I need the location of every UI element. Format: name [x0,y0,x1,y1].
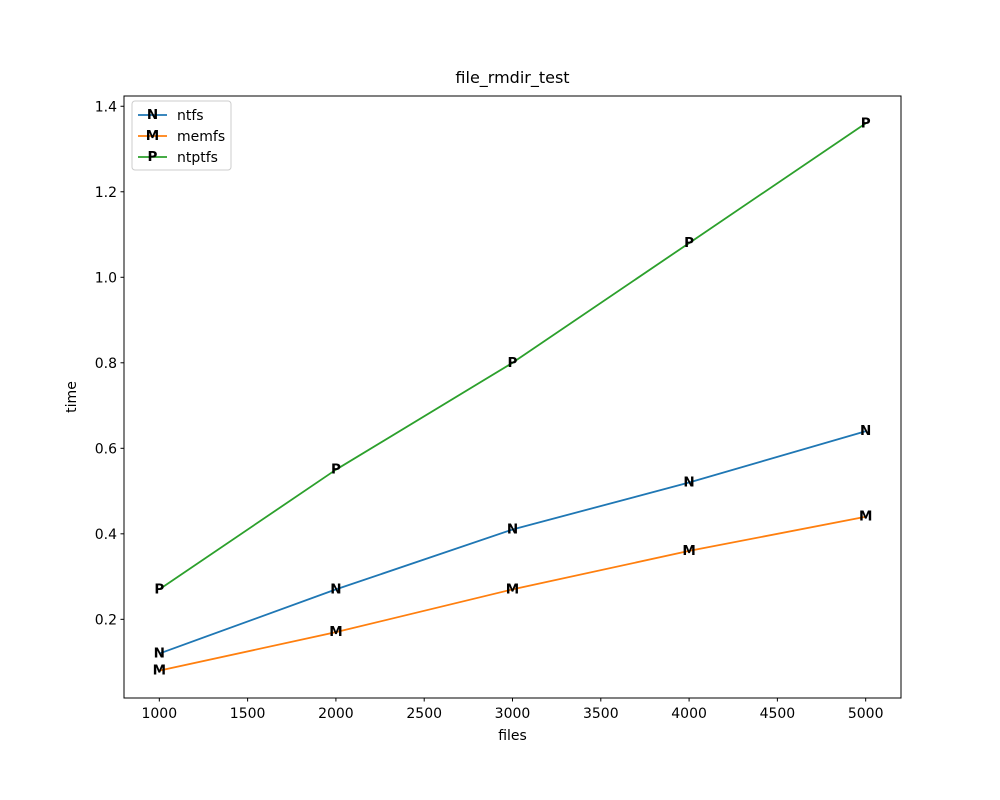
legend-marker-ntfs: N [147,107,158,123]
marker-ntfs-3000: N [507,522,518,538]
y-axis-label: time [64,381,80,413]
y-tick-label: 0.2 [95,612,117,628]
legend-box [131,100,232,171]
x-tick-label: 2000 [318,706,354,722]
series-line-ntfs [159,430,866,655]
x-tick-label: 3000 [495,706,531,722]
legend-label-ntptfs: ntptfs [177,150,218,166]
y-tick-label: 0.4 [95,527,117,543]
legend-marker-memfs: M [146,128,159,144]
marker-ntptfs-1000: P [154,581,164,597]
marker-ntfs-5000: N [860,423,871,439]
marker-ntfs-1000: N [154,646,165,662]
marker-ntptfs-2000: P [331,462,341,478]
x-tick-label: 4000 [671,706,707,722]
y-tick-label: 1.0 [95,270,117,286]
series-line-ntptfs [158,122,867,591]
x-tick-label: 2500 [406,706,442,722]
x-tick-label: 1000 [141,706,177,722]
marker-ntfs-2000: N [330,581,341,597]
marker-memfs-1000: M [153,663,166,679]
marker-memfs-3000: M [506,581,519,597]
legend-label-memfs: memfs [177,129,225,145]
x-tick-label: 4500 [760,706,796,722]
y-tick-label: 1.4 [95,99,117,115]
y-tick-label: 0.8 [95,356,117,372]
series-line-memfs [159,515,866,672]
marker-ntptfs-3000: P [508,355,518,371]
chart-title: file_rmdir_test [455,68,569,88]
x-tick-label: 5000 [848,706,884,722]
x-tick-label: 3500 [583,706,619,722]
y-tick-label: 0.6 [95,441,117,457]
marker-memfs-2000: M [329,624,342,640]
x-tick-label: 1500 [230,706,266,722]
legend-label-ntfs: ntfs [177,108,204,124]
x-axis-label: files [498,728,527,744]
marker-ntfs-4000: N [683,475,694,491]
marker-memfs-5000: M [859,509,872,525]
marker-ntptfs-4000: P [684,235,694,251]
legend-marker-ntptfs: P [148,149,158,165]
marker-memfs-4000: M [682,543,695,559]
marker-ntptfs-5000: P [861,115,871,131]
y-tick-label: 1.2 [95,185,117,201]
